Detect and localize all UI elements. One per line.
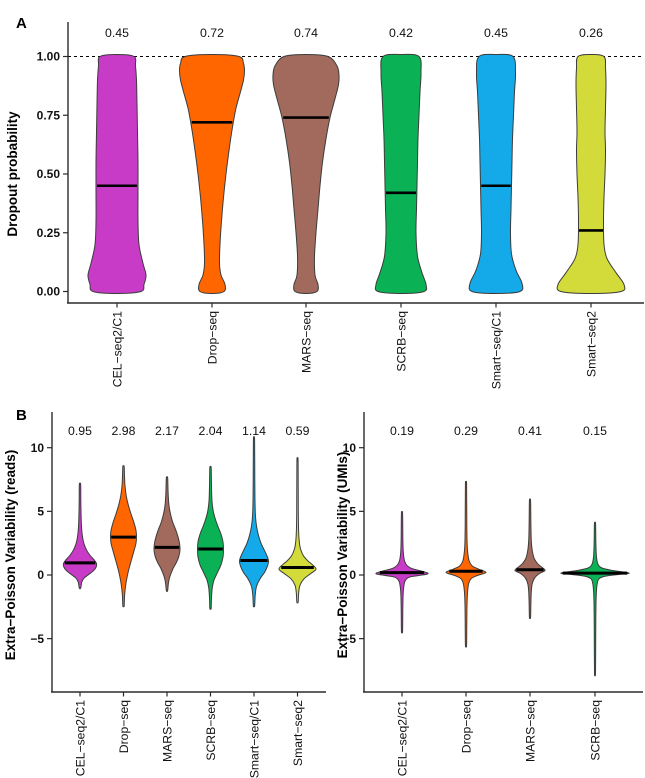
x-category-label: Drop−seq: [117, 700, 131, 753]
panel-b-label: B: [16, 407, 27, 424]
violin-4: [560, 521, 630, 677]
annotation-value: 0.45: [105, 26, 129, 40]
x-category-label: Smart−seq2: [585, 311, 599, 377]
y-tick-label: 0.25: [37, 226, 61, 240]
annotation-value: 0.72: [200, 26, 224, 40]
y-tick-label: 0.75: [37, 108, 61, 122]
annotation-value: 0.59: [286, 424, 310, 438]
y-tick-label: 0: [37, 568, 44, 582]
annotation-value: 2.98: [112, 424, 136, 438]
annotation-value: 0.19: [390, 424, 414, 438]
annotation-value: 0.74: [294, 26, 318, 40]
violin-2: [445, 480, 487, 648]
y-tick-label: −5: [30, 632, 44, 646]
y-tick-label: 10: [31, 441, 45, 455]
x-category-label: CEL−seq2/C1: [396, 700, 410, 776]
x-category-label: SCRB−seq: [204, 700, 218, 761]
y-tick-label: 5: [349, 505, 356, 519]
x-category-label: Smart−seq/C1: [490, 311, 504, 389]
panel-b-right-plot: −5 0 5 10 0.19 CEL−seq2/C1 0.29 Drop−seq 0.41 MAR…: [342, 412, 643, 776]
violin-3: [514, 498, 546, 619]
violin-6: [278, 457, 317, 604]
violin-4: [197, 465, 224, 610]
annotation-value: 1.14: [242, 424, 266, 438]
y-tick-label: 0: [349, 568, 356, 582]
violin-5: [238, 436, 270, 608]
x-category-label: CEL−seq2/C1: [74, 700, 88, 776]
panel-b-right-y-axis-title: Extra−Poisson Variability (UMIs): [335, 452, 350, 659]
x-category-label: Smart−seq/C1: [248, 700, 262, 778]
violin-2: [179, 54, 245, 294]
annotation-value: 2.04: [199, 424, 223, 438]
annotation-value: 2.17: [155, 424, 179, 438]
violin-3: [272, 54, 340, 294]
x-category-label: MARS−seq: [161, 700, 175, 762]
x-category-label: MARS−seq: [524, 700, 538, 762]
annotation-value: 0.15: [583, 424, 607, 438]
x-category-label: CEL−seq2/C1: [111, 311, 125, 387]
x-category-label: SCRB−seq: [395, 311, 409, 372]
violin-4: [374, 53, 428, 294]
panel-b-left-y-axis-title: Extra−Poisson Variability (reads): [3, 450, 18, 660]
violin-1: [87, 54, 147, 294]
annotation-value: 0.95: [68, 424, 92, 438]
panel-a-y-axis-title: Dropout probability: [5, 111, 20, 237]
y-tick-label: 10: [343, 441, 357, 455]
violin-5: [468, 53, 524, 294]
violin-3: [153, 476, 181, 592]
y-tick-label: 5: [37, 505, 44, 519]
x-category-label: Drop−seq: [206, 311, 220, 364]
y-tick-label: −5: [342, 632, 356, 646]
y-tick-label: 0.50: [37, 167, 61, 181]
annotation-value: 0.45: [484, 26, 508, 40]
x-category-label: MARS−seq: [300, 311, 314, 373]
panel-a-label: A: [16, 15, 27, 32]
y-tick-label: 1.00: [37, 50, 61, 64]
annotation-value: 0.29: [454, 424, 478, 438]
violin-6: [556, 53, 626, 294]
annotation-value: 0.41: [518, 424, 542, 438]
y-tick-label: 0.00: [37, 285, 61, 299]
panel-b-left-plot: −5 0 5 10 0.95 CEL−seq2/C1 2.98 Drop−seq 2.17 MAR…: [30, 412, 326, 778]
panel-a-plot: 0.00 0.25 0.50 0.75 1.00 0.45 CEL−seq2/C1 0.72 D…: [37, 22, 644, 389]
annotation-value: 0.26: [579, 26, 603, 40]
x-category-label: Drop−seq: [460, 700, 474, 753]
violin-1: [62, 482, 98, 590]
x-category-label: Smart−seq2: [291, 700, 305, 766]
annotation-value: 0.42: [389, 26, 413, 40]
x-category-label: SCRB−seq: [589, 700, 603, 761]
